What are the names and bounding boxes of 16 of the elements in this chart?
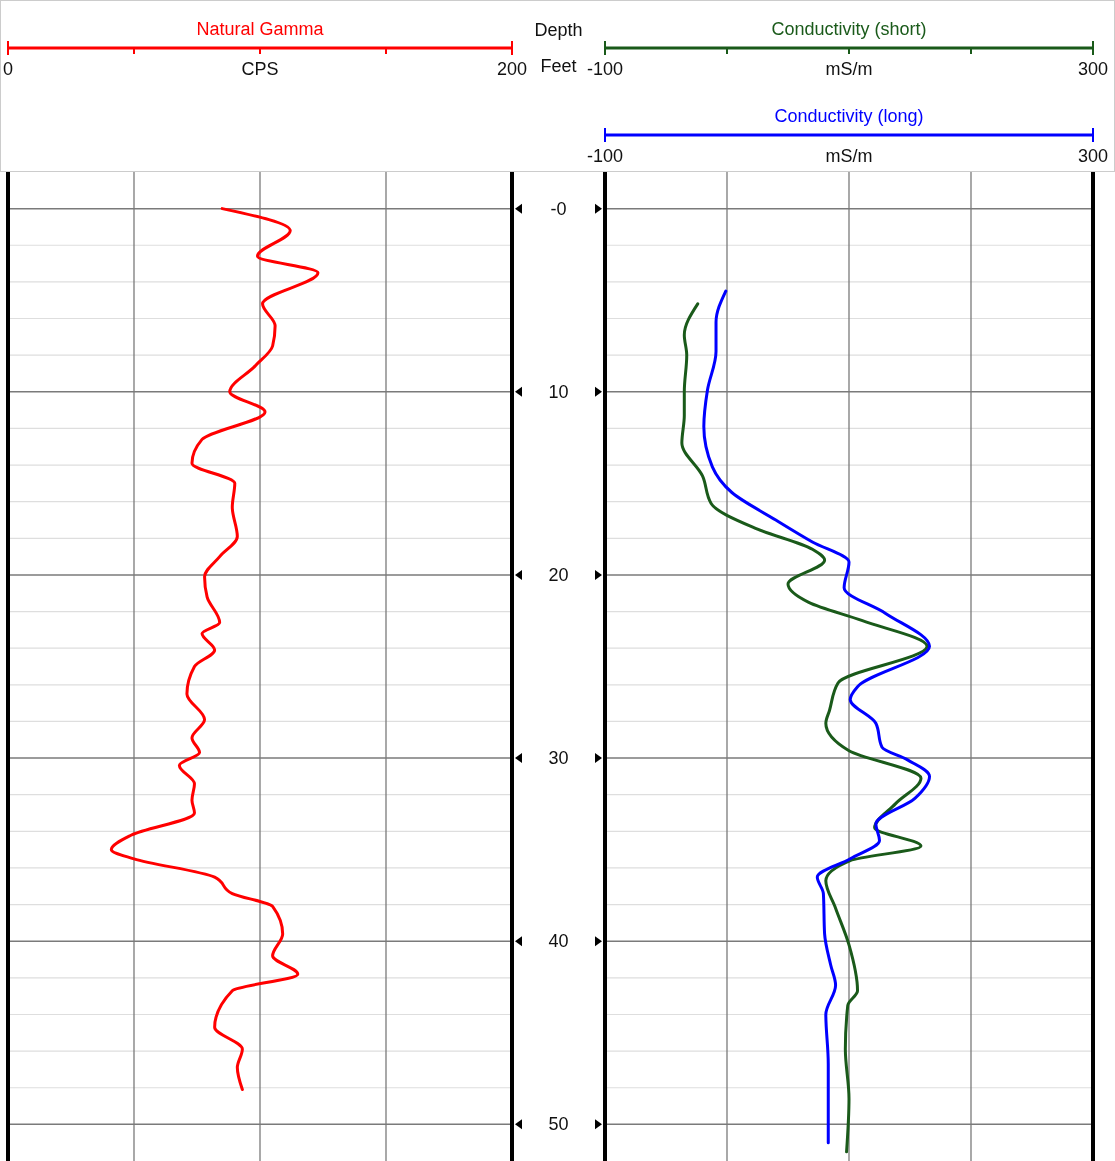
y-axis-title: Depth bbox=[534, 20, 583, 40]
y-tick-label: 50 bbox=[548, 1114, 569, 1135]
y-tick-label: 10 bbox=[548, 381, 569, 402]
x-axis-title: CPS bbox=[241, 59, 279, 79]
x-axis-title: mS/m bbox=[825, 59, 873, 79]
text: Conductivity (long) bbox=[774, 106, 924, 126]
x2-axis-title: mS/m bbox=[825, 146, 873, 166]
y-tick-label: 20 bbox=[548, 564, 569, 585]
x-tick-label: 0 bbox=[2, 59, 14, 79]
y-tick-label: 40 bbox=[548, 931, 569, 952]
x-tick-label: 200 bbox=[496, 59, 528, 79]
text: Conductivity (short) bbox=[771, 19, 927, 39]
chart-title: Natural Gamma bbox=[196, 19, 325, 39]
text: Feet bbox=[540, 56, 577, 76]
y-tick-label: 30 bbox=[548, 748, 569, 769]
y-tick-label: -0 bbox=[550, 198, 567, 219]
